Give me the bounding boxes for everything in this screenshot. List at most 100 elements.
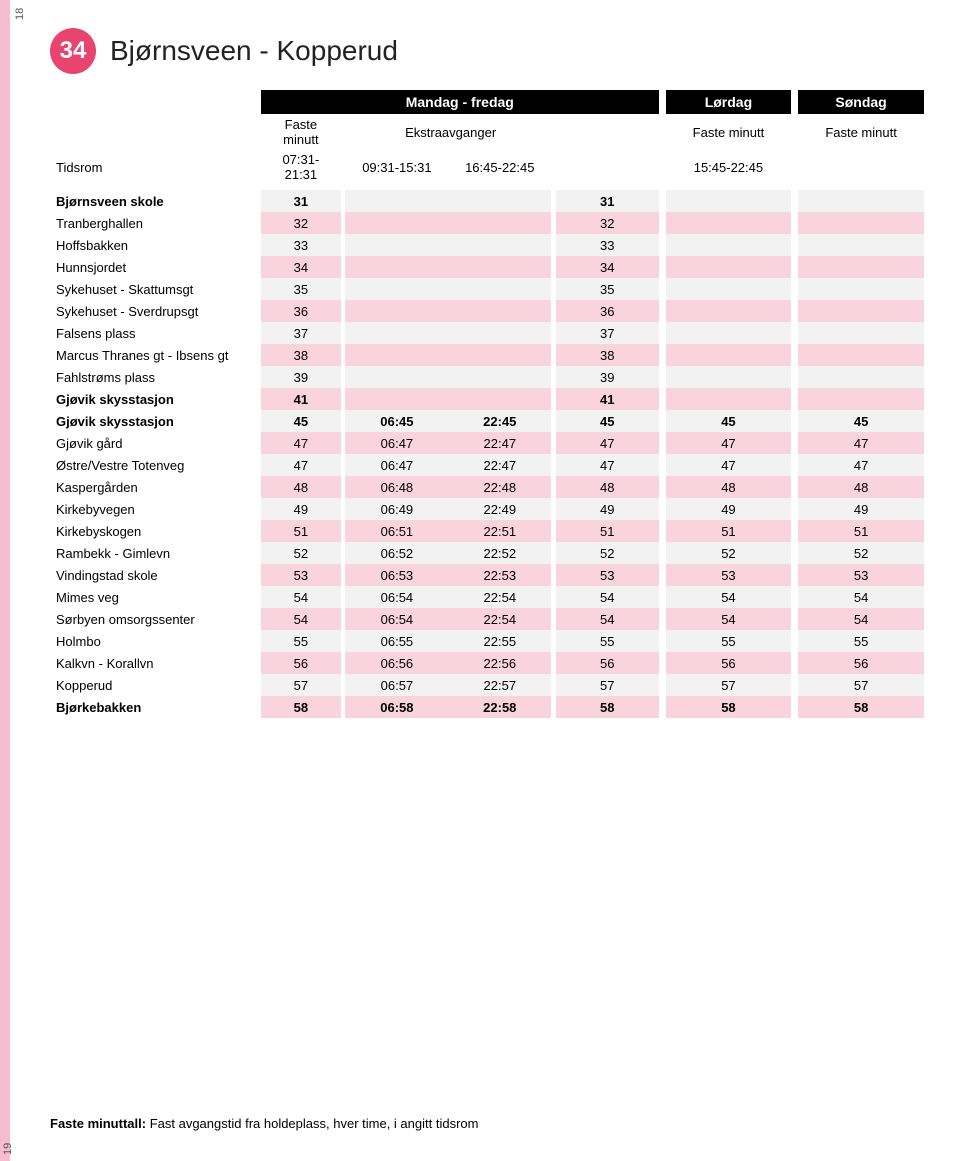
cell: 55 [666,630,792,652]
route-number-badge: 34 [50,28,96,74]
table-row: Falsens plass3737 [50,322,924,344]
cell [448,322,551,344]
period-saturday: 15:45-22:45 [666,150,792,190]
cell: 36 [556,300,659,322]
cell [448,388,551,410]
cell: 54 [261,586,341,608]
cell: 55 [261,630,341,652]
left-stripe [0,0,10,1161]
footer-label: Faste minuttall: [50,1116,146,1131]
cell: 39 [556,366,659,388]
sub-header-row: Faste minutt Ekstraavganger Faste minutt… [50,114,924,150]
cell [798,366,924,388]
cell: 22:51 [448,520,551,542]
cell [666,388,792,410]
cell: 06:56 [345,652,448,674]
table-row: Rambekk - Gimlevn5206:5222:52525252 [50,542,924,564]
cell: 37 [556,322,659,344]
stop-name: Sørbyen omsorgssenter [50,608,261,630]
cell: 06:51 [345,520,448,542]
period-label: Tidsrom [50,150,261,190]
cell [448,366,551,388]
cell [448,212,551,234]
cell: 06:47 [345,454,448,476]
footer-note: Faste minuttall: Fast avgangstid fra hol… [50,1116,478,1131]
cell: 47 [798,454,924,476]
cell [666,256,792,278]
cell: 06:49 [345,498,448,520]
timetable-body: Bjørnsveen skole3131Tranberghallen3232Ho… [50,190,924,718]
period-weekday-fixed: 07:31-21:31 [261,150,341,190]
stop-name: Gjøvik skysstasjon [50,410,261,432]
cell [345,344,448,366]
cell: 54 [798,586,924,608]
cell [448,300,551,322]
cell: 06:58 [345,696,448,718]
cell [666,234,792,256]
cell: 54 [798,608,924,630]
cell: 06:47 [345,432,448,454]
footer-text: Fast avgangstid fra holdeplass, hver tim… [146,1116,478,1131]
route-header: 34 Bjørnsveen - Kopperud [50,28,924,74]
cell: 47 [556,432,659,454]
cell: 54 [666,608,792,630]
table-row: Kaspergården4806:4822:48484848 [50,476,924,498]
cell: 33 [556,234,659,256]
cell: 22:47 [448,454,551,476]
stop-name: Østre/Vestre Totenveg [50,454,261,476]
cell [798,388,924,410]
cell [666,212,792,234]
table-row: Marcus Thranes gt - Ibsens gt3838 [50,344,924,366]
cell: 47 [798,432,924,454]
cell: 22:53 [448,564,551,586]
header-sunday: Søndag [798,90,924,114]
stop-name: Hunnsjordet [50,256,261,278]
cell [345,190,448,212]
cell [666,190,792,212]
stop-name: Kalkvn - Korallvn [50,652,261,674]
cell: 36 [261,300,341,322]
cell: 54 [261,608,341,630]
stop-name: Kaspergården [50,476,261,498]
cell [345,256,448,278]
cell: 57 [261,674,341,696]
cell: 51 [261,520,341,542]
cell: 56 [556,652,659,674]
cell [798,344,924,366]
sub-saturday-fixed: Faste minutt [666,114,792,150]
stop-name: Kirkebyvegen [50,498,261,520]
cell: 58 [261,696,341,718]
cell [448,256,551,278]
cell [345,388,448,410]
cell [448,234,551,256]
cell: 06:54 [345,608,448,630]
cell: 22:47 [448,432,551,454]
cell: 53 [261,564,341,586]
cell: 22:45 [448,410,551,432]
table-row: Sykehuset - Sverdrupsgt3636 [50,300,924,322]
stop-name: Bjørnsveen skole [50,190,261,212]
cell: 49 [556,498,659,520]
table-row: Holmbo5506:5522:55555555 [50,630,924,652]
cell: 22:56 [448,652,551,674]
cell: 22:58 [448,696,551,718]
cell: 35 [261,278,341,300]
cell: 48 [666,476,792,498]
header-weekday: Mandag - fredag [261,90,659,114]
table-row: Kirkebyskogen5106:5122:51515151 [50,520,924,542]
sub-sunday-fixed: Faste minutt [798,114,924,150]
sub-weekday-extra: Ekstraavganger [345,114,555,150]
table-row: Kirkebyvegen4906:4922:49494949 [50,498,924,520]
cell: 53 [666,564,792,586]
cell [666,300,792,322]
cell: 22:48 [448,476,551,498]
cell: 35 [556,278,659,300]
cell: 22:52 [448,542,551,564]
table-row: Mimes veg5406:5422:54545454 [50,586,924,608]
cell: 41 [556,388,659,410]
cell [345,278,448,300]
header-saturday: Lørdag [666,90,792,114]
cell: 56 [261,652,341,674]
cell: 22:55 [448,630,551,652]
cell: 53 [798,564,924,586]
